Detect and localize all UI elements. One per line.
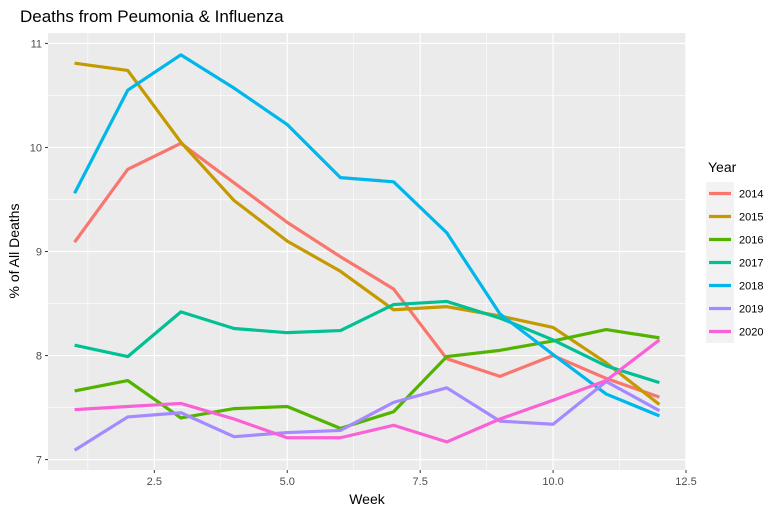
- y-tick-label: 7: [36, 455, 42, 467]
- legend-label: 2014: [739, 189, 763, 201]
- x-tick-label: 7.5: [413, 476, 428, 488]
- x-tick-label: 10.0: [542, 476, 563, 488]
- legend-item-2019: 2019: [706, 297, 763, 320]
- y-tick-label: 10: [30, 142, 42, 154]
- chart-title: Deaths from Peumonia & Influenza: [20, 7, 284, 26]
- x-axis-ticks: 2.5 5.0 7.5 10.0 12.5: [147, 470, 697, 488]
- series-line-2017: [74, 299, 660, 385]
- legend-item-2016: 2016: [706, 228, 763, 251]
- x-tick-label: 12.5: [675, 476, 696, 488]
- y-tick-label: 9: [36, 247, 42, 259]
- series-line-2018: [73, 53, 661, 418]
- legend: Year 2014 2015 2016 2017 2018 2019 2020: [706, 159, 763, 343]
- series-line-2015: [74, 61, 661, 406]
- y-axis-ticks: 7 8 9 10 11: [30, 38, 48, 467]
- legend-item-2017: 2017: [706, 251, 763, 274]
- y-tick-label: 8: [36, 351, 42, 363]
- series-line-2020: [74, 338, 661, 444]
- y-axis-title: % of All Deaths: [6, 204, 22, 299]
- legend-title: Year: [708, 159, 737, 175]
- legend-label: 2015: [739, 212, 763, 224]
- series-lines: [73, 53, 661, 452]
- grid-major: [48, 33, 687, 470]
- legend-label: 2019: [739, 304, 763, 316]
- legend-label: 2018: [739, 281, 763, 293]
- legend-item-2014: 2014: [706, 182, 763, 205]
- legend-label: 2017: [739, 258, 763, 270]
- x-tick-label: 5.0: [280, 476, 295, 488]
- legend-label: 2020: [739, 327, 763, 339]
- y-tick-label: 11: [31, 38, 42, 50]
- legend-item-2015: 2015: [706, 205, 763, 228]
- legend-label: 2016: [739, 235, 763, 247]
- legend-item-2020: 2020: [706, 320, 763, 343]
- series-line-2016: [74, 327, 660, 430]
- x-tick-label: 2.5: [147, 476, 162, 488]
- legend-items: 2014 2015 2016 2017 2018 2019 2020: [706, 182, 763, 343]
- series-line-2019: [73, 379, 661, 452]
- x-axis-title: Week: [349, 491, 386, 507]
- legend-item-2018: 2018: [706, 274, 763, 297]
